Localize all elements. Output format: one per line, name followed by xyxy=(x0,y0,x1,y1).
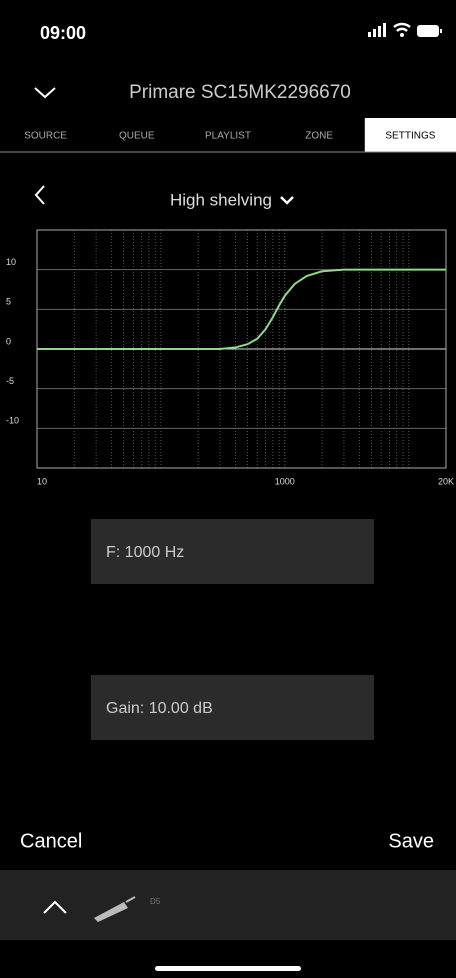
expand-button[interactable] xyxy=(43,900,67,914)
eq-chart: 10 5 0 -5 -10 10 1000 20K xyxy=(6,229,454,486)
device-title: Primare SC15MK2296670 xyxy=(129,82,351,103)
eq-curve xyxy=(37,268,446,350)
frequency-text: F: 1000 Hz xyxy=(106,544,184,561)
frequency-field[interactable] xyxy=(91,519,374,584)
save-button[interactable]: Save xyxy=(388,830,434,852)
tab[interactable]: QUEUE xyxy=(119,131,155,142)
filter-dropdown[interactable] xyxy=(280,196,294,205)
y-tick-label: 5 xyxy=(6,297,11,307)
y-tick-label: -10 xyxy=(6,416,19,426)
footer-bar xyxy=(0,870,456,940)
status-time: 09:00 xyxy=(40,23,86,43)
device-name: D5 xyxy=(150,897,161,906)
gain-text: Gain: 10.00 dB xyxy=(106,700,213,717)
tab[interactable]: PLAYLIST xyxy=(205,131,251,142)
status-icons xyxy=(368,22,442,37)
x-tick-label: 20K xyxy=(438,476,454,486)
tab[interactable]: ZONE xyxy=(305,131,333,142)
x-tick-label: 1000 xyxy=(275,476,295,486)
device-icon xyxy=(94,896,136,922)
cancel-button[interactable]: Cancel xyxy=(20,830,82,852)
tab[interactable]: SETTINGS xyxy=(385,131,435,142)
y-tick-label: 10 xyxy=(6,257,16,267)
back-button[interactable] xyxy=(34,185,45,205)
y-tick-label: -5 xyxy=(6,376,14,386)
collapse-button[interactable] xyxy=(34,87,56,99)
gain-field[interactable] xyxy=(91,675,374,740)
x-tick-label: 10 xyxy=(37,476,47,486)
tab-selected xyxy=(364,118,456,152)
tab[interactable]: SOURCE xyxy=(24,131,67,142)
home-indicator xyxy=(155,966,301,971)
tab-bar: SOURCE QUEUE PLAYLIST ZONE SETTINGS xyxy=(24,118,456,152)
filter-type[interactable]: High shelving xyxy=(170,190,272,209)
y-tick-label: 0 xyxy=(6,336,11,346)
